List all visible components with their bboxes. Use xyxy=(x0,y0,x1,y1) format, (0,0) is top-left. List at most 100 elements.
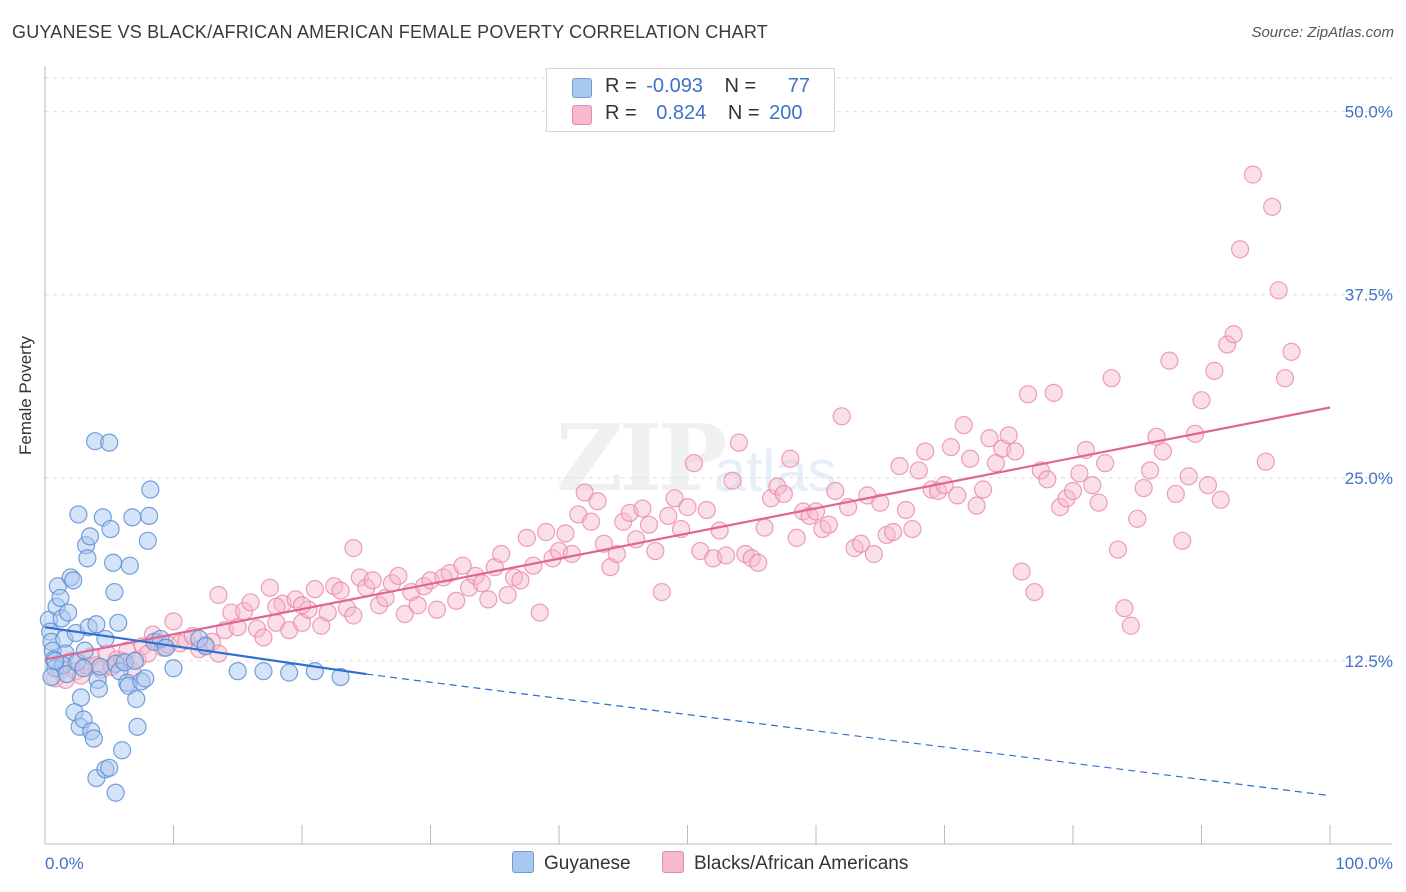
point-guyanese xyxy=(57,664,76,684)
point-guyanese xyxy=(96,629,115,649)
point-guyanese xyxy=(120,556,139,575)
point-black xyxy=(1096,454,1115,473)
point-black xyxy=(1063,481,1083,501)
point-guyanese xyxy=(125,651,145,671)
point-black xyxy=(1160,351,1179,370)
point-guyanese xyxy=(89,679,109,698)
point-black xyxy=(1192,391,1211,410)
point-black xyxy=(678,498,697,517)
point-black xyxy=(652,582,671,602)
point-black xyxy=(517,528,536,547)
legend-swatch-guyanese xyxy=(572,78,592,98)
point-guyanese xyxy=(156,638,175,657)
point-guyanese xyxy=(109,613,128,632)
point-black xyxy=(665,489,684,508)
legend-r-value: 0.824 xyxy=(656,102,707,124)
point-black xyxy=(806,502,826,521)
point-black xyxy=(639,515,659,534)
point-guyanese xyxy=(59,603,78,622)
point-guyanese xyxy=(104,553,123,572)
point-guyanese xyxy=(280,663,299,682)
point-black xyxy=(916,442,935,461)
point-black xyxy=(479,590,498,609)
point-black xyxy=(787,528,806,547)
point-black xyxy=(254,628,273,647)
point-guyanese xyxy=(106,783,125,802)
point-black xyxy=(1179,467,1198,486)
point-black xyxy=(1102,369,1121,388)
y-tick-label: 50.0% xyxy=(1345,103,1393,122)
point-black xyxy=(582,512,601,531)
legend-n-value: 77 xyxy=(787,75,811,97)
point-black xyxy=(1224,325,1243,344)
bottom-legend-label-guyanese: Guyanese xyxy=(544,853,631,874)
point-black xyxy=(729,433,749,452)
point-black xyxy=(1166,484,1185,504)
point-black xyxy=(980,429,999,448)
point-black xyxy=(781,449,800,468)
point-black xyxy=(305,580,324,599)
point-guyanese xyxy=(331,667,350,687)
point-black xyxy=(427,600,447,619)
point-black xyxy=(659,506,678,525)
point-black xyxy=(851,534,871,553)
point-black xyxy=(768,477,787,496)
point-black xyxy=(832,407,851,426)
point-black xyxy=(607,544,626,564)
point-black xyxy=(941,437,961,457)
point-black xyxy=(890,456,909,476)
point-guyanese xyxy=(69,505,88,524)
point-black xyxy=(389,566,408,586)
point-guyanese xyxy=(141,480,160,499)
point-guyanese xyxy=(101,519,120,539)
source-label: Source: ZipAtlas.com xyxy=(1251,24,1394,41)
point-guyanese xyxy=(254,662,273,681)
point-black xyxy=(1025,582,1044,602)
point-black xyxy=(241,593,260,612)
point-black xyxy=(1128,509,1147,528)
point-black xyxy=(716,546,736,565)
y-tick-label: 25.0% xyxy=(1345,469,1393,488)
point-black xyxy=(1115,599,1134,618)
point-guyanese xyxy=(91,657,110,676)
point-black xyxy=(684,454,704,473)
legend-swatch-black xyxy=(572,105,592,125)
point-black xyxy=(1044,383,1063,402)
point-black xyxy=(1089,493,1108,512)
watermark-zip: ZIP xyxy=(556,404,727,512)
point-guyanese xyxy=(80,527,100,546)
point-black xyxy=(447,591,466,610)
legend-n-value: 200 xyxy=(769,102,803,124)
point-black xyxy=(826,481,845,501)
y-axis-label: Female Poverty xyxy=(16,335,35,455)
point-black xyxy=(537,522,556,542)
point-black xyxy=(755,518,774,537)
point-guyanese xyxy=(128,717,147,736)
point-black xyxy=(723,471,742,490)
point-black xyxy=(871,493,890,512)
point-black xyxy=(999,426,1018,445)
point-black xyxy=(749,553,768,572)
point-black xyxy=(344,539,363,558)
bottom-legend-guyanese: Guyanese xyxy=(512,851,631,875)
point-black xyxy=(1153,442,1173,461)
point-black xyxy=(1230,240,1250,259)
point-black xyxy=(1263,197,1282,216)
y-tick-label: 12.5% xyxy=(1345,652,1393,671)
point-black xyxy=(774,484,793,504)
point-black xyxy=(819,515,838,534)
chart-title: GUYANESE VS BLACK/AFRICAN AMERICAN FEMAL… xyxy=(12,22,768,42)
point-black xyxy=(408,596,427,615)
point-black xyxy=(556,524,575,543)
point-black xyxy=(498,585,517,605)
point-black xyxy=(344,606,363,625)
point-black xyxy=(909,461,928,480)
point-black xyxy=(1211,490,1230,509)
point-guyanese xyxy=(127,689,146,709)
legend-r-label: R = xyxy=(605,75,637,97)
point-guyanese xyxy=(100,758,119,777)
bottom-legend-swatch-guyanese xyxy=(512,851,534,873)
point-black xyxy=(588,492,607,511)
bottom-legend-black: Blacks/African Americans xyxy=(662,851,908,875)
point-black xyxy=(318,603,337,622)
